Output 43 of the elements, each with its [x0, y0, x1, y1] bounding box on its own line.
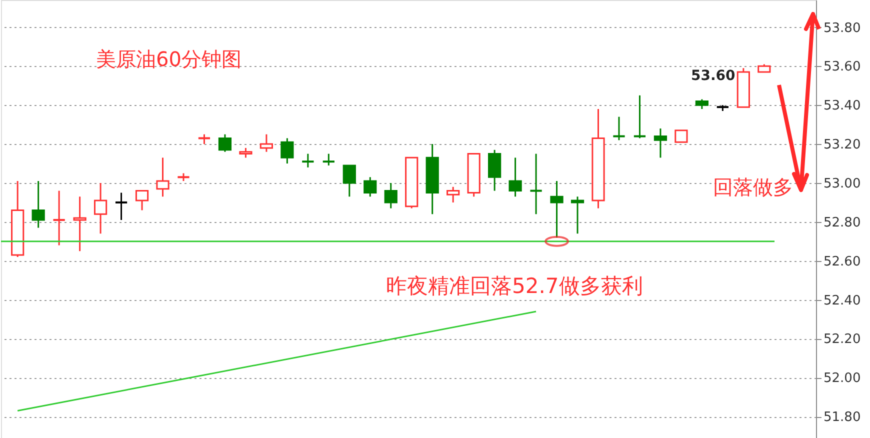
candlestick — [342, 164, 356, 198]
candlestick — [446, 186, 460, 204]
y-tick-label: 53.20 — [824, 138, 861, 153]
y-tick-label: 52.60 — [824, 254, 861, 270]
candlestick — [570, 196, 584, 234]
candlestick — [695, 98, 708, 110]
candlestick — [364, 176, 377, 198]
candlestick — [218, 134, 232, 153]
candlestick — [280, 137, 294, 164]
y-tick-label: 52.00 — [824, 371, 861, 386]
text: 美原油60分钟图 — [96, 47, 242, 71]
y-tick-label: 52.80 — [824, 215, 861, 230]
candlestick — [239, 147, 252, 158]
candlestick — [197, 134, 212, 145]
annotation: 53.60 — [691, 68, 736, 84]
candlestick — [632, 94, 647, 139]
candlestick — [550, 180, 564, 238]
candlestick — [260, 134, 273, 153]
candlestick — [488, 149, 502, 192]
y-tick-label: 52.20 — [824, 332, 861, 348]
candlestick — [529, 153, 543, 215]
y-tick-label: 53.60 — [824, 60, 861, 75]
candlestick — [674, 130, 688, 143]
candlestick — [94, 182, 108, 234]
y-tick-label: 53.40 — [824, 98, 861, 114]
candlestick — [73, 196, 86, 252]
y-tick-label: 53.00 — [824, 176, 861, 192]
candlestick — [654, 128, 668, 158]
candlestick — [135, 190, 149, 211]
candlestick — [156, 156, 170, 198]
y-tick-label: 53.80 — [824, 20, 861, 36]
candlestick — [32, 180, 45, 229]
candlestick — [114, 192, 128, 221]
candlestick — [612, 116, 626, 141]
candlestick — [301, 153, 315, 168]
y-tick-label: 51.80 — [824, 410, 861, 426]
candlestick — [384, 182, 398, 210]
candlestick — [322, 153, 336, 166]
annotation: 昨夜精准回落52.7做多获利 — [386, 274, 643, 298]
candlestick — [508, 156, 522, 198]
y-tick-label: 52.40 — [824, 293, 861, 308]
candlestick — [52, 190, 66, 246]
annotation: 回落做多 — [713, 175, 793, 199]
